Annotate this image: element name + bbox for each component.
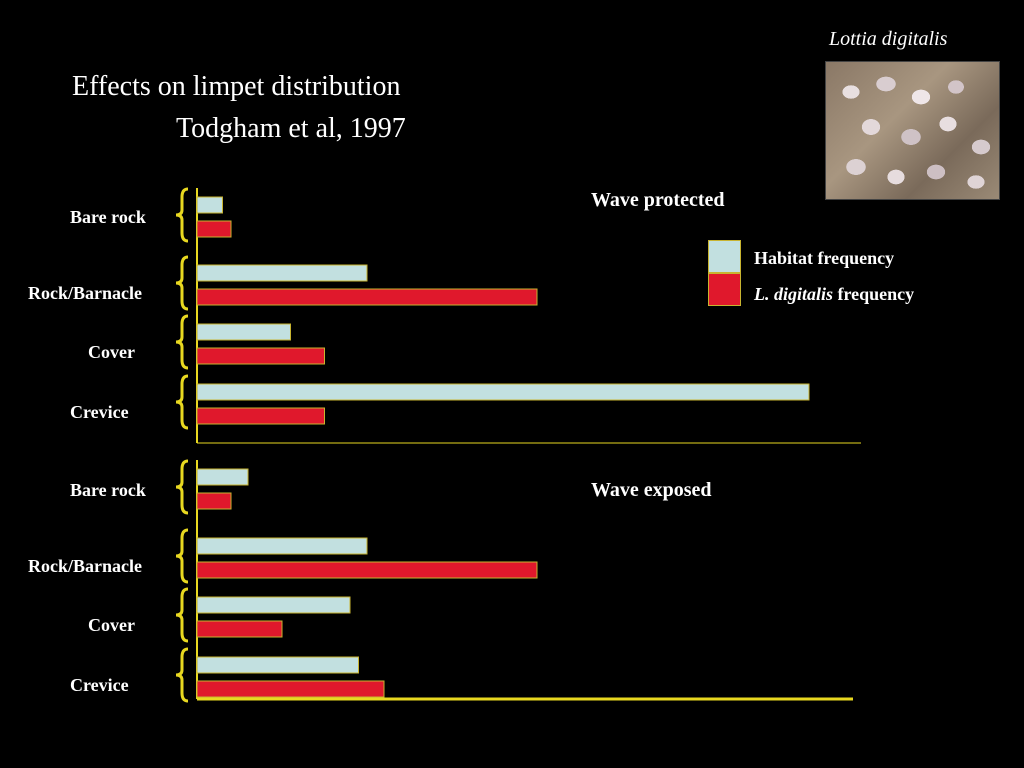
legend-label-species: L. digitalis frequency	[754, 284, 914, 305]
category-label: Cover	[88, 342, 135, 362]
panel-title-protected: Wave protected	[591, 189, 725, 211]
habitat-bar	[196, 383, 810, 401]
habitat-bar	[196, 537, 368, 555]
species-bar	[196, 492, 232, 510]
legend-swatch-habitat	[708, 240, 741, 273]
species-bar	[196, 680, 385, 698]
species-bar	[196, 407, 325, 425]
category-label: Crevice	[70, 402, 129, 422]
category-label: Rock/Barnacle	[28, 556, 142, 576]
habitat-bar	[196, 196, 223, 214]
habitat-bar	[196, 468, 249, 486]
category-label: Cover	[88, 615, 135, 635]
habitat-bar	[196, 656, 359, 674]
category-label: Crevice	[70, 675, 129, 695]
slide-title: Effects on limpet distribution	[72, 71, 401, 102]
category-brace	[175, 587, 189, 643]
panel-title-exposed: Wave exposed	[591, 479, 712, 501]
category-brace	[175, 314, 189, 370]
legend-label-species-italic: L. digitalis	[754, 284, 834, 304]
habitat-bar	[196, 596, 351, 614]
limpet-photo	[825, 61, 1000, 200]
species-bar	[196, 288, 538, 306]
category-brace	[175, 528, 189, 584]
species-bar	[196, 561, 538, 579]
category-brace	[175, 374, 189, 430]
legend-label-species-rest: frequency	[833, 284, 915, 304]
category-label: Rock/Barnacle	[28, 283, 142, 303]
category-brace	[175, 187, 189, 243]
habitat-bar	[196, 323, 291, 341]
category-brace	[175, 459, 189, 515]
category-label: Bare rock	[70, 207, 146, 227]
category-brace	[175, 647, 189, 703]
slide-subtitle: Todgham et al, 1997	[176, 113, 406, 144]
legend-label-habitat: Habitat frequency	[754, 248, 895, 268]
species-bar	[196, 620, 283, 638]
species-bar	[196, 220, 232, 238]
category-brace	[175, 255, 189, 311]
species-bar	[196, 347, 325, 365]
category-label: Bare rock	[70, 480, 146, 500]
habitat-bar	[196, 264, 368, 282]
legend-swatch-species	[708, 273, 741, 306]
photo-caption: Lottia digitalis	[829, 28, 948, 50]
